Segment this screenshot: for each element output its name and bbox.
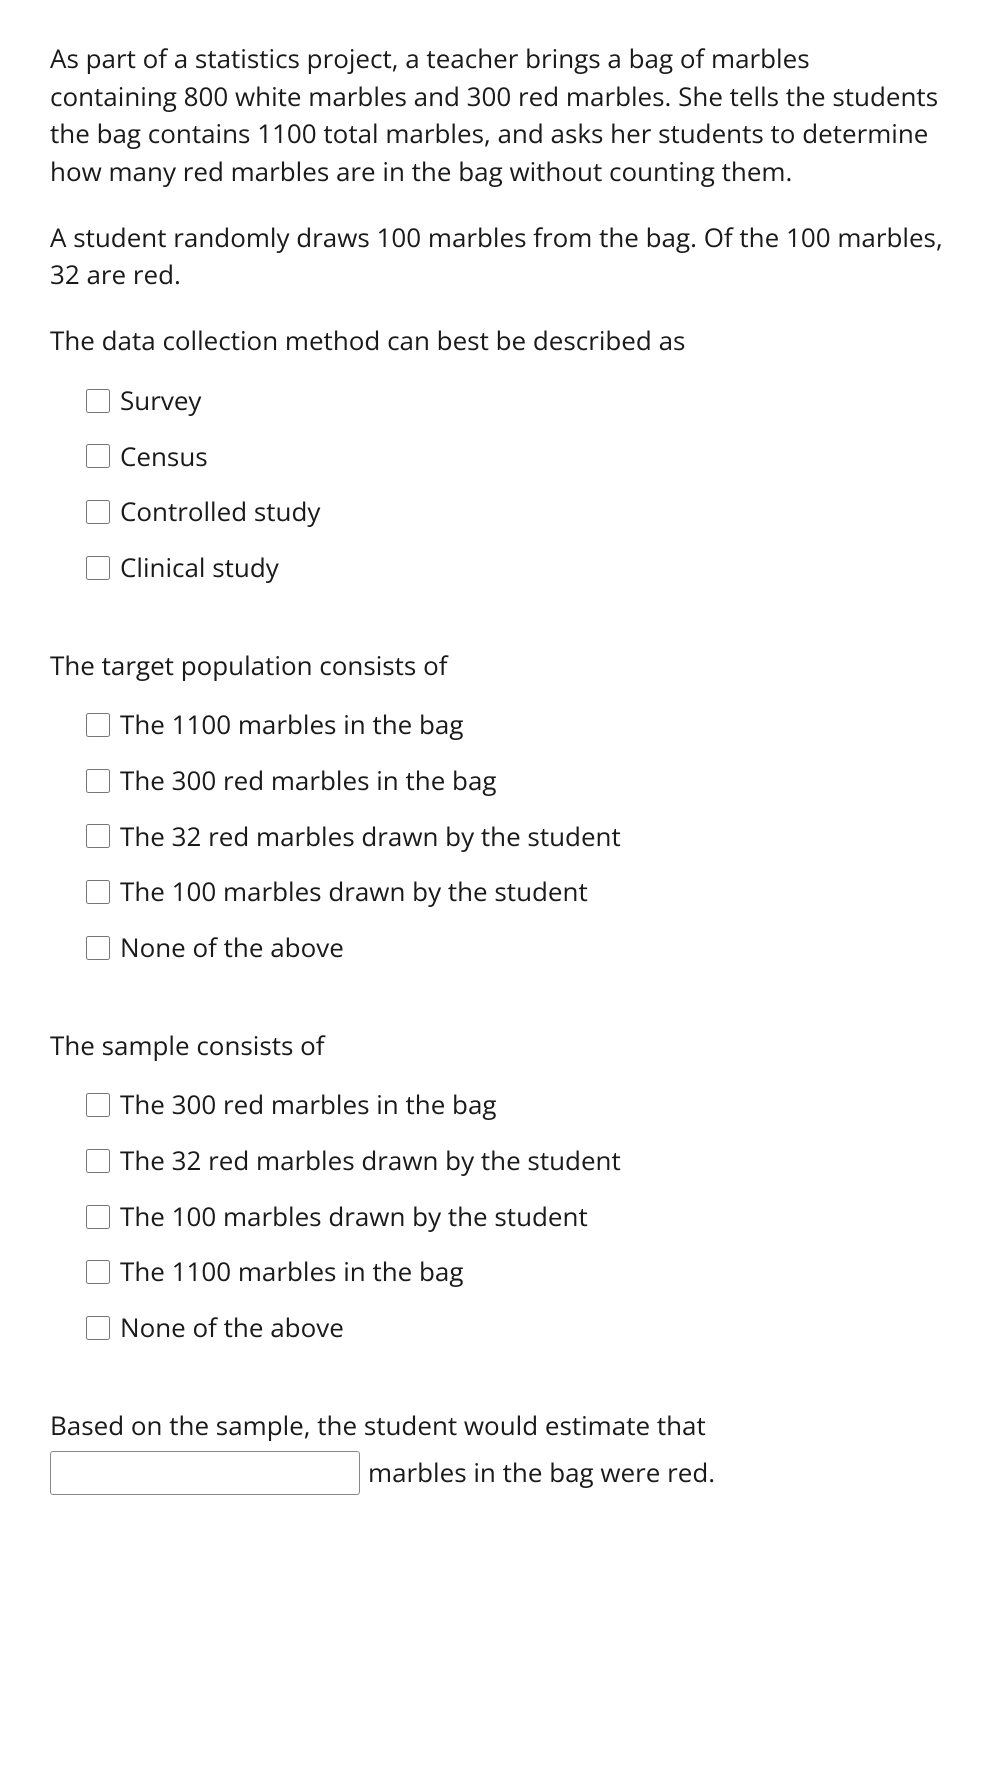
q1-option-2: Controlled study xyxy=(86,493,943,531)
question-4: Based on the sample, the student would e… xyxy=(50,1407,943,1495)
q3-option-3: The 1100 marbles in the bag xyxy=(86,1253,943,1291)
q3-option-0: The 300 red marbles in the bag xyxy=(86,1086,943,1124)
q1-option-label-2: Controlled study xyxy=(120,493,320,531)
q2-option-3: The 100 marbles drawn by the student xyxy=(86,873,943,911)
q2-options: The 1100 marbles in the bag The 300 red … xyxy=(50,706,943,966)
q2-option-label-1: The 300 red marbles in the bag xyxy=(120,762,497,800)
q2-checkbox-2[interactable] xyxy=(86,824,110,848)
question-1: The data collection method can best be d… xyxy=(50,322,943,586)
q3-option-label-4: None of the above xyxy=(120,1309,344,1347)
q3-option-label-2: The 100 marbles drawn by the student xyxy=(120,1198,588,1236)
q3-checkbox-2[interactable] xyxy=(86,1205,110,1229)
q3-option-1: The 32 red marbles drawn by the student xyxy=(86,1142,943,1180)
q2-option-4: None of the above xyxy=(86,929,943,967)
q3-options: The 300 red marbles in the bag The 32 re… xyxy=(50,1086,943,1346)
intro-paragraph-1: As part of a statistics project, a teach… xyxy=(50,40,943,191)
q2-option-label-2: The 32 red marbles drawn by the student xyxy=(120,818,621,856)
q1-checkbox-1[interactable] xyxy=(86,444,110,468)
q1-option-3: Clinical study xyxy=(86,549,943,587)
q3-checkbox-3[interactable] xyxy=(86,1260,110,1284)
q1-option-label-1: Census xyxy=(120,438,208,476)
q1-option-0: Survey xyxy=(86,382,943,420)
q1-checkbox-0[interactable] xyxy=(86,389,110,413)
q2-prompt: The target population consists of xyxy=(50,647,943,685)
q3-option-label-3: The 1100 marbles in the bag xyxy=(120,1253,464,1291)
q2-option-label-3: The 100 marbles drawn by the student xyxy=(120,873,588,911)
q4-prompt: Based on the sample, the student would e… xyxy=(50,1407,943,1445)
q1-checkbox-3[interactable] xyxy=(86,556,110,580)
q2-option-label-0: The 1100 marbles in the bag xyxy=(120,706,464,744)
q1-option-label-3: Clinical study xyxy=(120,549,279,587)
intro-paragraph-2: A student randomly draws 100 marbles fro… xyxy=(50,219,943,294)
q3-checkbox-1[interactable] xyxy=(86,1149,110,1173)
q2-option-1: The 300 red marbles in the bag xyxy=(86,762,943,800)
q1-prompt: The data collection method can best be d… xyxy=(50,322,943,360)
q1-option-1: Census xyxy=(86,438,943,476)
q1-options: Survey Census Controlled study Clinical … xyxy=(50,382,943,587)
q1-option-label-0: Survey xyxy=(120,382,201,420)
question-3: The sample consists of The 300 red marbl… xyxy=(50,1027,943,1347)
question-2: The target population consists of The 11… xyxy=(50,647,943,967)
q2-checkbox-1[interactable] xyxy=(86,769,110,793)
q3-checkbox-4[interactable] xyxy=(86,1316,110,1340)
q3-option-4: None of the above xyxy=(86,1309,943,1347)
q3-option-2: The 100 marbles drawn by the student xyxy=(86,1198,943,1236)
q4-suffix-text: marbles in the bag were red. xyxy=(368,1454,715,1492)
intro-section: As part of a statistics project, a teach… xyxy=(50,40,943,294)
q1-checkbox-2[interactable] xyxy=(86,500,110,524)
q3-prompt: The sample consists of xyxy=(50,1027,943,1065)
q4-estimate-input[interactable] xyxy=(50,1451,360,1495)
q2-checkbox-0[interactable] xyxy=(86,713,110,737)
q2-option-label-4: None of the above xyxy=(120,929,344,967)
q3-checkbox-0[interactable] xyxy=(86,1093,110,1117)
q2-checkbox-3[interactable] xyxy=(86,880,110,904)
q2-option-0: The 1100 marbles in the bag xyxy=(86,706,943,744)
q3-option-label-1: The 32 red marbles drawn by the student xyxy=(120,1142,621,1180)
q3-option-label-0: The 300 red marbles in the bag xyxy=(120,1086,497,1124)
q2-option-2: The 32 red marbles drawn by the student xyxy=(86,818,943,856)
q2-checkbox-4[interactable] xyxy=(86,936,110,960)
q4-fill-in: marbles in the bag were red. xyxy=(50,1451,943,1495)
